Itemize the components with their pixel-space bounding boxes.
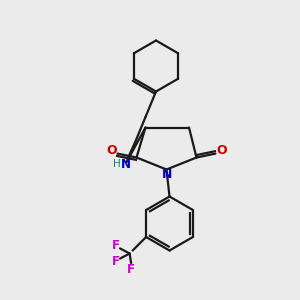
Text: F: F <box>112 238 120 252</box>
Text: H: H <box>112 159 120 170</box>
Text: N: N <box>121 158 131 172</box>
Text: F: F <box>112 255 120 268</box>
Text: O: O <box>106 144 117 157</box>
Text: N: N <box>162 168 172 182</box>
Text: O: O <box>216 144 227 157</box>
Text: F: F <box>127 263 135 276</box>
